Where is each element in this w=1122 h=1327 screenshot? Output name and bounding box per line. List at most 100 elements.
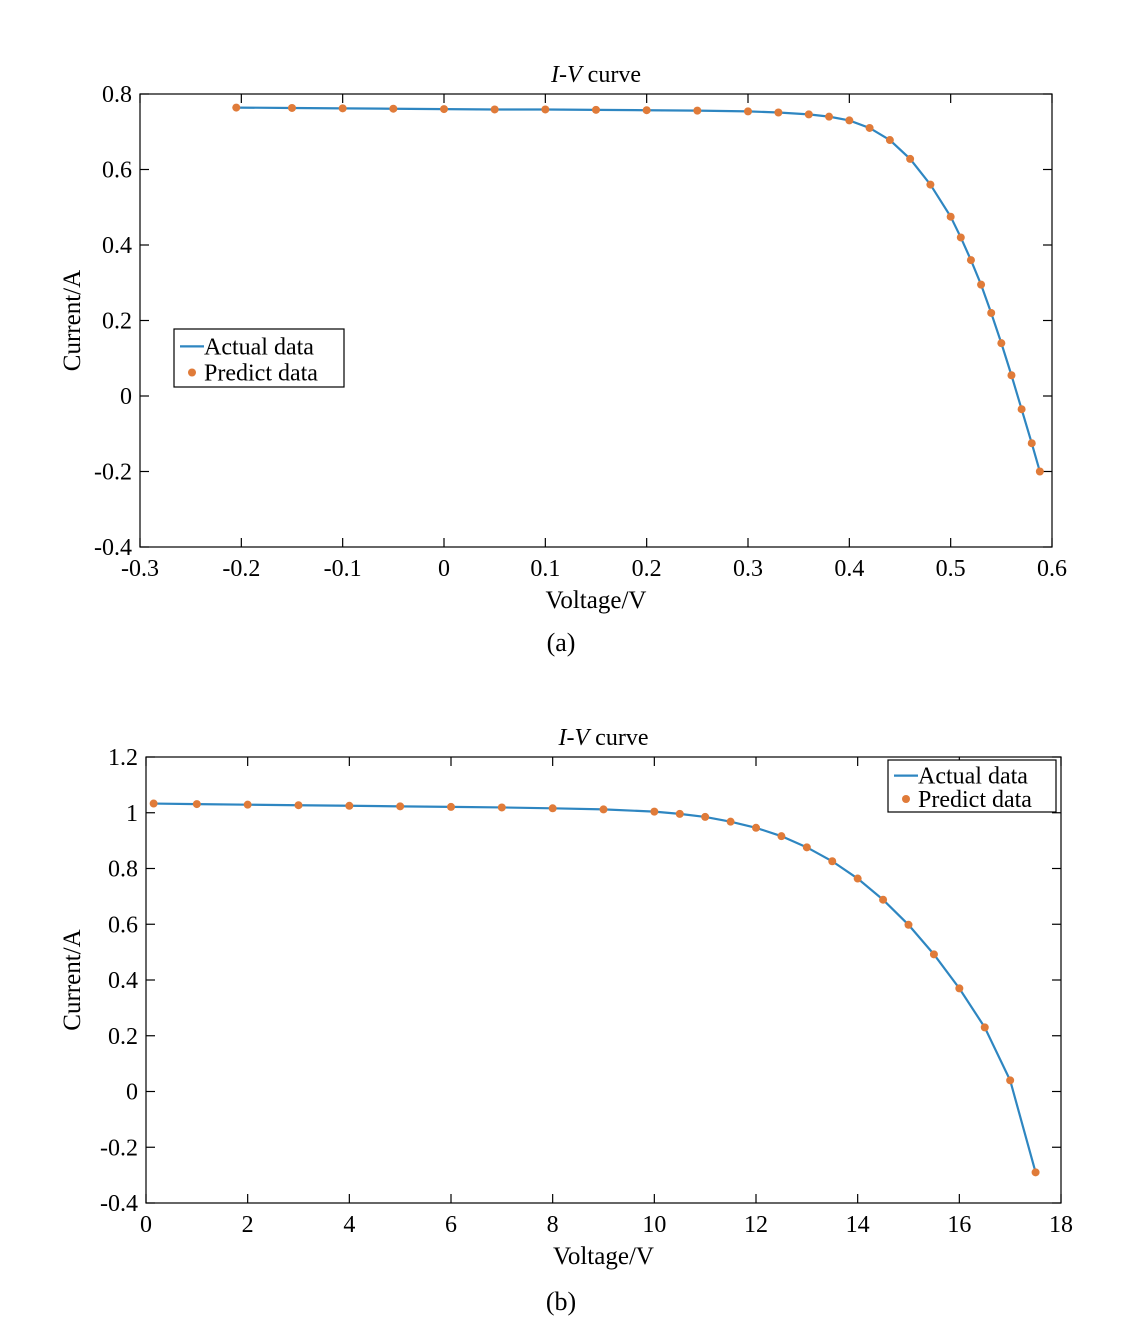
legend-label-actual: Actual data	[204, 334, 314, 360]
data-point	[497, 803, 506, 812]
data-point	[599, 805, 608, 814]
series-markers-predict-data	[149, 799, 1040, 1177]
data-point	[243, 800, 252, 809]
plot-frame	[139, 93, 1053, 548]
data-point	[904, 920, 913, 929]
data-point	[777, 832, 786, 841]
y-tick-label: 0.6	[108, 912, 138, 938]
x-tick-label: 10	[642, 1212, 666, 1238]
y-tick-label: 0.4	[108, 968, 138, 994]
data-point	[1017, 405, 1026, 414]
data-point	[828, 857, 837, 866]
data-point	[1006, 1076, 1015, 1085]
data-point	[946, 212, 955, 221]
data-point	[541, 105, 550, 114]
data-point	[987, 308, 996, 317]
data-point	[997, 339, 1006, 348]
data-point	[389, 104, 398, 113]
legend-label-predict: Predict data	[204, 361, 318, 387]
data-point	[977, 280, 986, 289]
y-tick-label: 0.8	[102, 82, 132, 108]
data-point	[701, 812, 710, 821]
data-point	[592, 105, 600, 114]
data-point	[1027, 439, 1036, 448]
data-point	[447, 802, 455, 811]
chart-title-rest: curve	[582, 62, 641, 88]
x-tick-label: 0.5	[936, 556, 966, 582]
y-tick-label: 1.2	[108, 745, 138, 771]
series-markers-predict-data	[232, 103, 1044, 476]
data-point	[853, 874, 862, 883]
data-point	[650, 807, 659, 816]
y-tick-label: -0.4	[100, 1191, 138, 1217]
data-point	[744, 107, 752, 116]
data-point	[774, 108, 783, 117]
data-point	[955, 984, 964, 993]
data-point	[232, 103, 241, 112]
x-axis-label: Voltage/V	[553, 1243, 654, 1270]
chart-title-italic: I-V	[558, 725, 592, 751]
data-point	[929, 950, 938, 959]
data-point	[906, 154, 915, 163]
series-line-actual-data	[236, 106, 1041, 472]
chart-title: I-V curve	[550, 62, 641, 88]
data-point	[693, 106, 702, 115]
chart-title-rest: curve	[589, 725, 648, 751]
data-point	[865, 123, 874, 132]
iv-chart-a: I-V curve -0.3 -0.2 -0.1 0 0.1 0.2 0.3 0.4 0.5 0.6…	[59, 62, 1067, 614]
y-tick-label: 0.4	[102, 233, 132, 259]
iv-chart-b: I-V curve 0 2 4 6 8 10 12 14 16 18 -0.4 -0.2 0 0.2 0.4 0…	[59, 725, 1073, 1270]
data-point	[338, 104, 347, 113]
data-point	[752, 823, 760, 832]
y-tick-label: -0.2	[94, 460, 132, 486]
data-point	[956, 233, 965, 242]
data-point	[440, 105, 448, 114]
chart-panel-b: I-V curve 0 2 4 6 8 10 12 14 16 18 -0.4 -0.2 0 0.2 0.4 0…	[0, 700, 1122, 1327]
data-point	[845, 116, 854, 125]
x-tick-label: 0.4	[834, 556, 864, 582]
x-tick-label: 18	[1049, 1212, 1073, 1238]
data-point	[1035, 467, 1044, 476]
y-tick-label: -0.2	[100, 1135, 138, 1161]
series-line-actual-data	[153, 802, 1037, 1173]
data-point	[288, 103, 296, 112]
x-tick-label: 0.1	[530, 556, 560, 582]
x-axis-label: Voltage/V	[546, 587, 647, 614]
y-tick-label: 0.2	[102, 309, 132, 335]
data-point	[926, 180, 935, 189]
data-point	[966, 256, 975, 265]
data-point	[396, 802, 405, 811]
data-point	[548, 804, 557, 813]
x-tick-label: 2	[242, 1212, 254, 1238]
data-point	[726, 817, 735, 826]
y-tick-label: 0.2	[108, 1024, 138, 1050]
x-tick-label: 14	[846, 1212, 870, 1238]
y-tick-label: -0.4	[94, 535, 132, 561]
x-tick-label: 0.2	[632, 556, 662, 582]
legend-box	[173, 328, 345, 388]
y-tick-label: 0	[120, 384, 132, 410]
x-tick-label: 12	[744, 1212, 768, 1238]
data-point	[802, 843, 811, 852]
legend-marker-swatch	[902, 795, 910, 803]
data-point	[192, 800, 201, 809]
y-axis-label: Current/A	[59, 929, 86, 1030]
x-tick-label: 0	[140, 1212, 152, 1238]
chart-panel-a: I-V curve -0.3 -0.2 -0.1 0 0.1 0.2 0.3 0.4 0.5 0.6…	[0, 0, 1122, 660]
data-point	[879, 895, 888, 904]
y-axis-label: Current/A	[59, 270, 86, 371]
subfigure-label-b: (b)	[545, 1287, 577, 1316]
data-point	[980, 1023, 989, 1032]
x-tick-label: -0.2	[222, 556, 260, 582]
x-tick-label: -0.3	[121, 556, 159, 582]
x-tick-label: 6	[445, 1212, 457, 1238]
chart-title: I-V curve	[558, 725, 649, 751]
x-tick-label: 0.6	[1037, 556, 1067, 582]
x-tick-label: 8	[547, 1212, 559, 1238]
x-tick-label: 4	[343, 1212, 355, 1238]
x-tick-label: 0.3	[733, 556, 763, 582]
chart-title-italic: I-V	[550, 62, 584, 88]
x-tick-label: 0	[438, 556, 450, 582]
subfigure-label-a: (a)	[546, 628, 576, 657]
y-tick-label: 1	[126, 801, 138, 827]
